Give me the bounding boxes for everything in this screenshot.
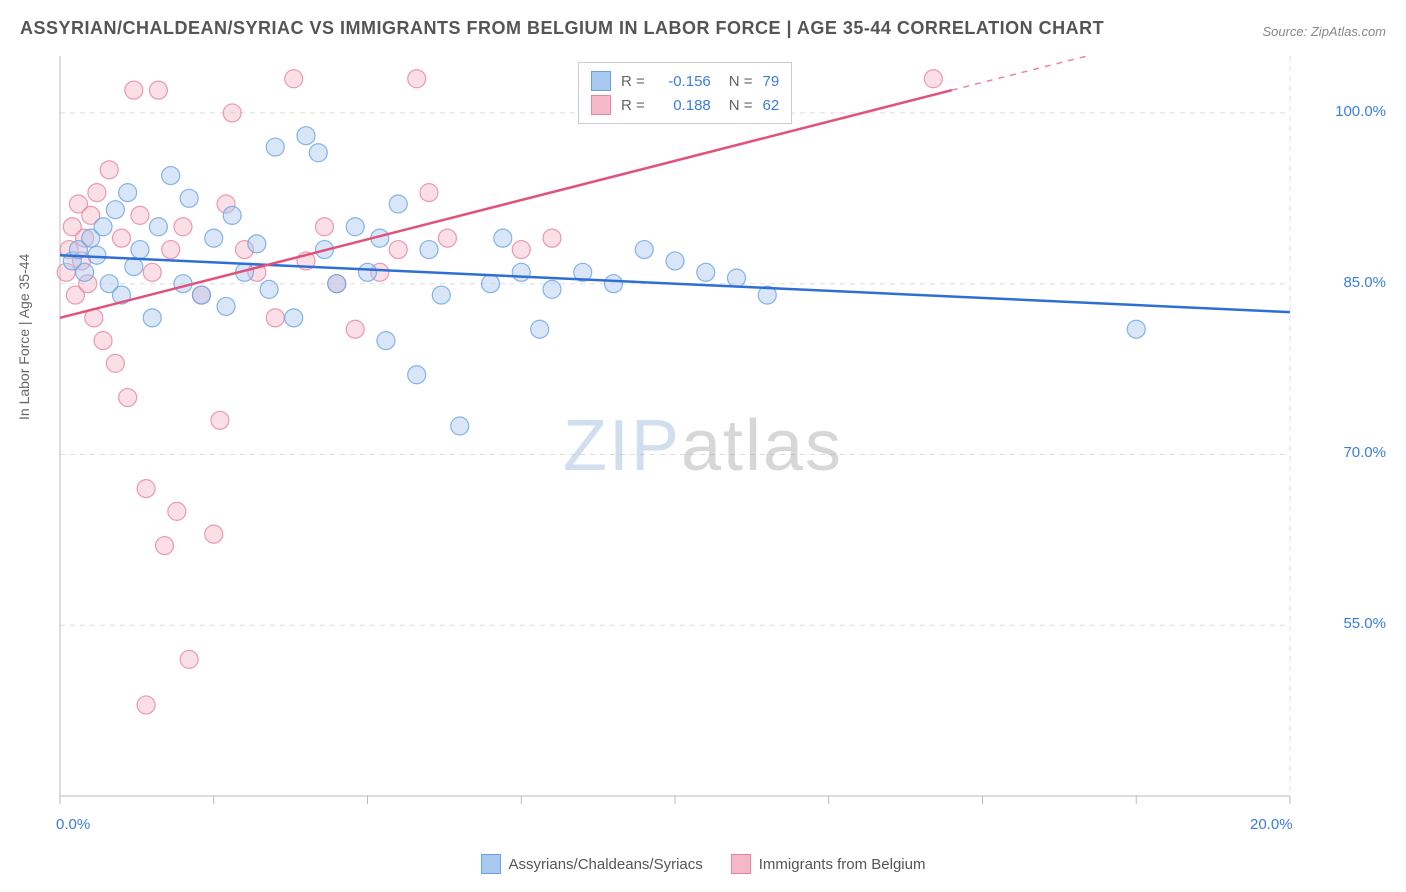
legend-label-belgium: Immigrants from Belgium: [759, 856, 926, 873]
swatch-assyrians: [481, 854, 501, 874]
legend-row-assyrians: R = -0.156 N = 79: [591, 69, 779, 93]
y-tick-label: 100.0%: [1335, 103, 1386, 120]
r-label: R =: [621, 73, 645, 90]
scatter-plot: [50, 56, 1340, 826]
legend-row-belgium: R = 0.188 N = 62: [591, 93, 779, 117]
n-value-assyrians: 79: [763, 73, 780, 90]
r-label: R =: [621, 97, 645, 114]
n-label: N =: [729, 73, 753, 90]
y-tick-label: 70.0%: [1343, 444, 1386, 461]
source-label: Source: ZipAtlas.com: [1262, 24, 1386, 39]
correlation-legend: R = -0.156 N = 79 R = 0.188 N = 62: [578, 62, 792, 124]
swatch-belgium: [591, 95, 611, 115]
x-tick-label: 0.0%: [56, 816, 90, 833]
y-tick-label: 55.0%: [1343, 615, 1386, 632]
swatch-assyrians: [591, 71, 611, 91]
r-value-assyrians: -0.156: [655, 73, 711, 90]
n-label: N =: [729, 97, 753, 114]
x-tick-label: 20.0%: [1250, 816, 1293, 833]
legend-item-assyrians: Assyrians/Chaldeans/Syriacs: [481, 854, 703, 874]
legend-label-assyrians: Assyrians/Chaldeans/Syriacs: [509, 856, 703, 873]
swatch-belgium: [731, 854, 751, 874]
legend-item-belgium: Immigrants from Belgium: [731, 854, 926, 874]
y-tick-label: 85.0%: [1343, 274, 1386, 291]
series-legend: Assyrians/Chaldeans/Syriacs Immigrants f…: [0, 854, 1406, 874]
chart-title: ASSYRIAN/CHALDEAN/SYRIAC VS IMMIGRANTS F…: [20, 18, 1104, 39]
y-axis-label: In Labor Force | Age 35-44: [16, 254, 32, 420]
n-value-belgium: 62: [763, 97, 780, 114]
r-value-belgium: 0.188: [655, 97, 711, 114]
